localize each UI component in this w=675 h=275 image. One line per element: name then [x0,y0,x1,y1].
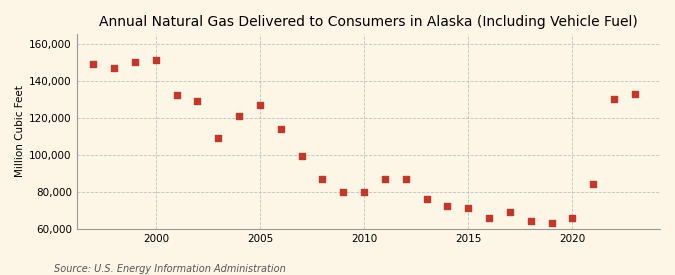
Point [296,154,307,159]
Point [151,58,161,62]
Point [379,177,390,181]
Point [630,91,641,96]
Point [567,215,578,220]
Point [505,210,516,214]
Y-axis label: Million Cubic Feet: Million Cubic Feet [15,86,25,177]
Point [463,206,474,210]
Point [358,189,369,194]
Point [588,182,599,186]
Point [525,219,536,223]
Point [484,215,495,220]
Point [400,177,411,181]
Point [213,136,223,140]
Point [338,189,349,194]
Title: Annual Natural Gas Delivered to Consumers in Alaska (Including Vehicle Fuel): Annual Natural Gas Delivered to Consumer… [99,15,638,29]
Point [421,197,432,201]
Point [442,204,453,209]
Point [254,103,265,107]
Point [234,114,244,118]
Point [317,177,328,181]
Point [171,93,182,98]
Point [609,97,620,101]
Point [192,99,203,103]
Point [88,62,99,66]
Point [546,221,557,225]
Point [275,126,286,131]
Text: Source: U.S. Energy Information Administration: Source: U.S. Energy Information Administ… [54,264,286,274]
Point [109,65,119,70]
Point [130,60,140,64]
